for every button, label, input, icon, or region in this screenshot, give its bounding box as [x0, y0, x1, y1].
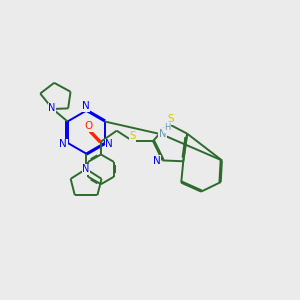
Text: S: S: [167, 114, 174, 124]
Text: N: N: [105, 140, 113, 149]
Text: N: N: [82, 101, 90, 111]
Text: N: N: [59, 140, 67, 149]
Text: N: N: [48, 103, 56, 113]
Text: H: H: [164, 123, 171, 132]
Text: N: N: [153, 156, 160, 166]
Text: O: O: [84, 121, 92, 131]
Text: S: S: [129, 131, 135, 141]
Text: N: N: [159, 129, 166, 139]
Text: N: N: [82, 164, 90, 174]
